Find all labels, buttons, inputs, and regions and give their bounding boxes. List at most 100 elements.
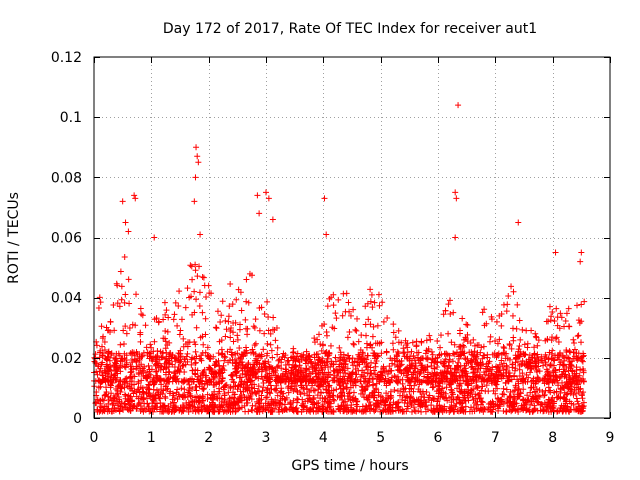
data-point [500, 366, 507, 373]
data-point [488, 316, 495, 323]
x-tick-label: 0 [90, 430, 99, 446]
data-point [251, 381, 258, 388]
data-point [166, 339, 173, 346]
data-point [336, 356, 343, 363]
data-point [288, 378, 295, 385]
data-point [418, 393, 425, 400]
data-point [267, 341, 274, 348]
data-point [503, 408, 510, 415]
data-point [511, 387, 518, 394]
data-point [534, 351, 541, 358]
data-point [105, 348, 112, 355]
data-point [318, 389, 325, 396]
data-point [498, 357, 505, 364]
data-point [574, 376, 581, 383]
data-point [546, 303, 553, 310]
data-point [146, 403, 153, 410]
data-point [236, 326, 243, 333]
data-point [168, 355, 175, 362]
data-point [304, 385, 311, 392]
data-point [201, 366, 208, 373]
data-point [457, 380, 464, 387]
data-point [261, 364, 268, 371]
data-point [187, 262, 194, 269]
data-point [264, 350, 271, 357]
data-point [117, 389, 124, 396]
data-point [467, 376, 474, 383]
data-point [225, 318, 232, 325]
data-point [500, 385, 507, 392]
data-point [170, 316, 177, 323]
data-point [550, 356, 557, 363]
data-point [466, 349, 473, 356]
data-point [494, 395, 501, 402]
data-point [180, 362, 187, 369]
data-point [150, 354, 157, 361]
data-point [262, 394, 269, 401]
data-point [363, 332, 370, 339]
data-point [181, 377, 188, 384]
data-point [315, 356, 322, 363]
data-point [319, 408, 326, 415]
data-point [496, 312, 503, 319]
data-point [278, 385, 285, 392]
data-point [106, 357, 113, 364]
data-point [230, 320, 237, 327]
data-point [415, 357, 422, 364]
data-point [267, 330, 274, 337]
data-point [122, 323, 129, 330]
data-point [257, 353, 264, 360]
data-point [218, 312, 225, 319]
data-point [336, 381, 343, 388]
data-point [479, 355, 486, 362]
data-point [306, 370, 313, 377]
data-point [288, 367, 295, 374]
data-point [227, 334, 234, 341]
data-point [138, 377, 145, 384]
data-point [120, 341, 127, 348]
data-point [470, 396, 477, 403]
data-point [201, 282, 208, 289]
data-point [369, 333, 376, 340]
data-point [227, 402, 234, 409]
data-point [578, 301, 585, 308]
data-point [470, 369, 477, 376]
data-point [232, 362, 239, 369]
data-point [454, 385, 461, 392]
x-tick-label: 7 [491, 430, 500, 446]
data-point [457, 343, 464, 350]
data-point [364, 396, 371, 403]
data-point [273, 399, 280, 406]
data-point [179, 407, 186, 414]
data-point [121, 363, 128, 370]
data-point [272, 337, 279, 344]
data-point [336, 361, 343, 368]
data-point [313, 400, 320, 407]
data-point [217, 319, 224, 326]
data-point [294, 395, 301, 402]
data-point [139, 312, 146, 319]
data-point [557, 310, 564, 317]
data-point [486, 358, 493, 365]
data-point [459, 348, 466, 355]
data-point [549, 379, 556, 386]
data-point [244, 331, 251, 338]
data-point [233, 296, 240, 303]
data-point [537, 401, 544, 408]
data-point [99, 377, 106, 384]
data-point [102, 392, 109, 399]
data-point [250, 361, 257, 368]
data-point [222, 354, 229, 361]
data-point [493, 371, 500, 378]
data-point [332, 310, 339, 317]
data-point [162, 369, 169, 376]
data-point [533, 386, 540, 393]
data-point [199, 273, 206, 280]
data-point [176, 393, 183, 400]
data-point [207, 353, 214, 360]
data-point [283, 405, 290, 412]
data-point [324, 303, 331, 310]
data-point [385, 405, 392, 412]
x-tick-label: 3 [262, 430, 271, 446]
data-point [133, 405, 140, 412]
